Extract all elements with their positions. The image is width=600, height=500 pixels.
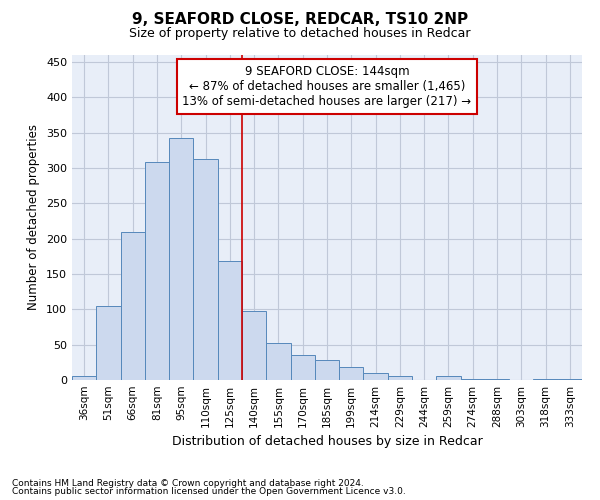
Bar [290, 356, 315, 380]
Bar [242, 312, 266, 380]
X-axis label: Distribution of detached houses by size in Redcar: Distribution of detached houses by size … [172, 436, 482, 448]
Bar [436, 376, 461, 380]
Bar [169, 138, 193, 380]
Text: Contains public sector information licensed under the Open Government Licence v3: Contains public sector information licen… [12, 487, 406, 496]
Bar [121, 232, 145, 380]
Text: Size of property relative to detached houses in Redcar: Size of property relative to detached ho… [129, 28, 471, 40]
Bar [485, 378, 509, 380]
Bar [364, 373, 388, 380]
Bar [388, 376, 412, 380]
Text: 9 SEAFORD CLOSE: 144sqm
← 87% of detached houses are smaller (1,465)
13% of semi: 9 SEAFORD CLOSE: 144sqm ← 87% of detache… [182, 64, 472, 108]
Bar [218, 262, 242, 380]
Bar [339, 368, 364, 380]
Y-axis label: Number of detached properties: Number of detached properties [28, 124, 40, 310]
Bar [72, 376, 96, 380]
Bar [315, 360, 339, 380]
Bar [461, 378, 485, 380]
Text: 9, SEAFORD CLOSE, REDCAR, TS10 2NP: 9, SEAFORD CLOSE, REDCAR, TS10 2NP [132, 12, 468, 28]
Bar [96, 306, 121, 380]
Bar [533, 378, 558, 380]
Bar [266, 342, 290, 380]
Bar [145, 162, 169, 380]
Bar [193, 159, 218, 380]
Text: Contains HM Land Registry data © Crown copyright and database right 2024.: Contains HM Land Registry data © Crown c… [12, 478, 364, 488]
